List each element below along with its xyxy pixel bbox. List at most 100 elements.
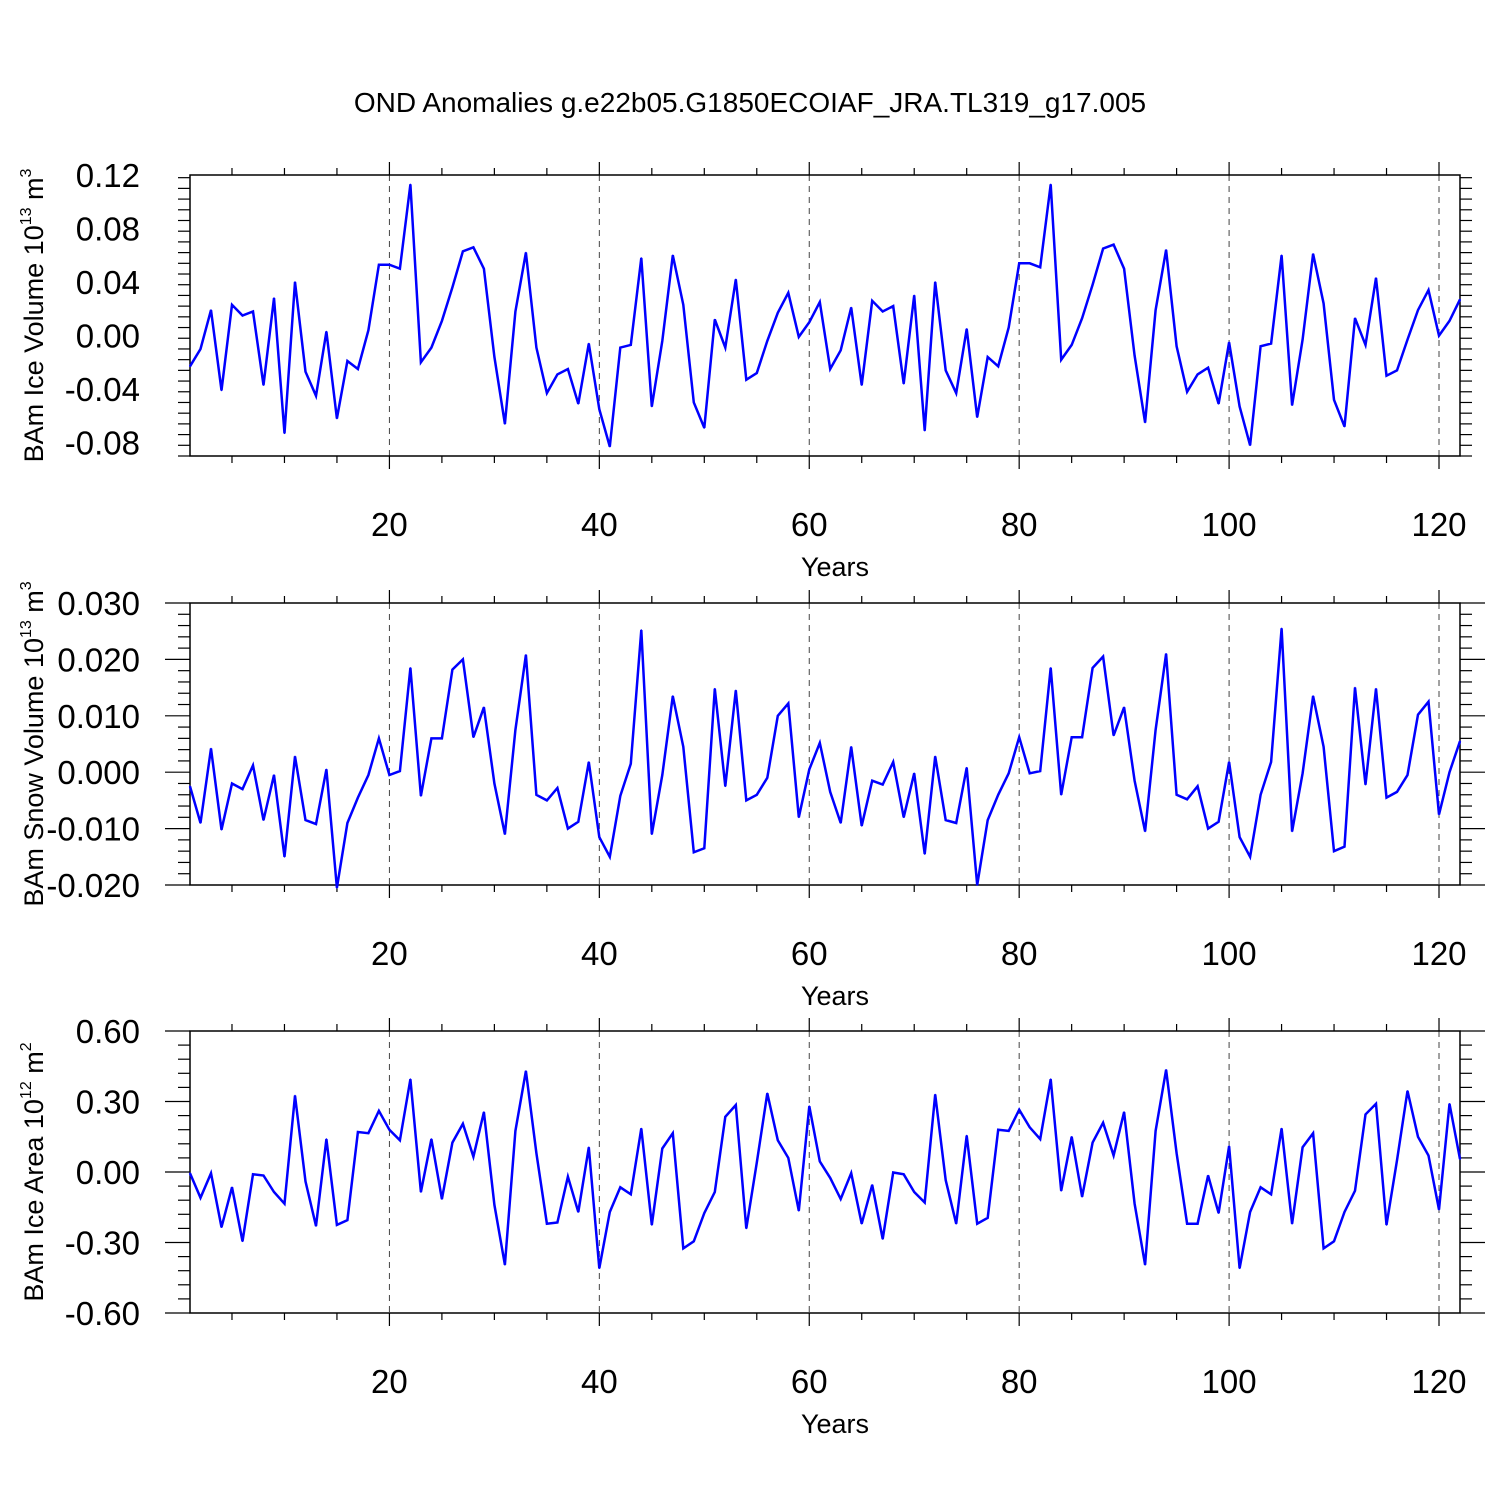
ice-volume-x-tick-label: 40 (581, 506, 618, 543)
snow-volume-data-point (598, 836, 601, 838)
ice-area-data-point (955, 1222, 957, 1225)
ice-volume-data-point (231, 304, 233, 306)
ice-volume-data-point (1217, 403, 1220, 405)
ice-area-data-point (1049, 1078, 1052, 1080)
ice-area-data-point (420, 1191, 422, 1193)
ice-area-series-line (188, 1069, 1462, 1269)
snow-volume-y-tick-label: -0.020 (46, 867, 140, 904)
ice-volume-data-point (682, 304, 685, 306)
ice-volume-data-point (567, 368, 569, 370)
ice-volume-data-point (703, 427, 706, 429)
ice-volume-data-point (808, 321, 811, 324)
snow-volume-data-point (609, 856, 611, 858)
ice-area-data-point (1102, 1121, 1104, 1124)
snow-volume-data-point (787, 702, 790, 705)
ice-volume-data-point (1354, 317, 1356, 320)
snow-volume-x-tick-label: 120 (1411, 935, 1466, 972)
ice-volume-data-point (588, 342, 590, 345)
snow-volume-data-point (756, 794, 758, 796)
snow-volume-data-point (640, 629, 643, 631)
ice-volume-x-tick-label: 120 (1411, 506, 1466, 543)
snow-volume-data-point (850, 746, 852, 748)
ice-volume-x-tick-label: 20 (371, 506, 408, 543)
ice-area-data-point (1144, 1264, 1146, 1266)
snow-volume-data-point (1060, 794, 1062, 796)
ice-area-data-point (1322, 1247, 1325, 1250)
ice-area-data-point (1217, 1212, 1220, 1214)
snow-volume-data-point (1280, 627, 1283, 630)
ice-volume-series-line (188, 184, 1462, 447)
ice-volume-data-point (745, 378, 748, 381)
snow-volume-data-point (944, 819, 947, 821)
ice-volume-panel: 20 40 60 80 100 120 -0.08 -0.04 0.00 0.04 0.08 0.12… (18, 157, 1472, 582)
plots-container: 20 40 60 80 100 120 -0.08 -0.04 0.00 0.04 0.08 0.12… (18, 157, 1485, 1439)
ice-area-data-point (199, 1197, 202, 1199)
snow-volume-data-point (1007, 772, 1010, 775)
snow-volume-data-point (262, 819, 265, 821)
snow-volume-data-point (1301, 772, 1304, 775)
ice-area-data-point (1018, 1108, 1020, 1111)
ice-area-data-point (231, 1186, 233, 1189)
ice-volume-data-point (1175, 345, 1178, 348)
snow-volume-data-point (420, 795, 422, 797)
snow-volume-data-point (556, 787, 559, 789)
ice-volume-data-point (777, 312, 779, 314)
snow-volume-data-point (986, 819, 989, 821)
ice-volume-data-point (902, 382, 905, 385)
snow-volume-data-point (241, 788, 244, 790)
ice-area-x-tick-label: 100 (1202, 1363, 1257, 1400)
ice-area-data-point (1364, 1113, 1367, 1116)
ice-area-data-point (252, 1173, 254, 1176)
snow-volume-data-point (273, 774, 275, 776)
snow-volume-data-point (1144, 830, 1146, 833)
ice-volume-data-point (1165, 249, 1167, 251)
snow-volume-data-point (808, 768, 811, 771)
snow-volume-y-axis-title: BAm Snow Volume 1013 m3 (18, 581, 49, 906)
snow-volume-data-point (252, 764, 254, 767)
snow-volume-data-point (1417, 713, 1419, 716)
ice-area-y-tick-label: -0.60 (65, 1295, 140, 1332)
ice-volume-data-point (1228, 341, 1230, 344)
ice-volume-y-tick-label: 0.08 (76, 211, 140, 248)
ice-volume-data-point (1343, 425, 1346, 428)
ice-area-data-point (1459, 1158, 1461, 1160)
ice-volume-data-point (1312, 253, 1314, 255)
snow-volume-data-point (1112, 734, 1115, 737)
snow-volume-data-point (892, 761, 894, 763)
snow-volume-data-point (1438, 813, 1440, 816)
ice-area-data-point (493, 1204, 496, 1206)
ice-volume-data-point (787, 292, 790, 294)
snow-volume-data-point (336, 887, 338, 889)
ice-area-data-point (1396, 1159, 1398, 1162)
snow-volume-data-point (965, 766, 968, 769)
ice-volume-data-point (1417, 309, 1419, 311)
ice-area-x-axis-title: Years (801, 1409, 869, 1439)
ice-volume-data-point (1039, 266, 1041, 269)
ice-area-data-point (1165, 1069, 1167, 1071)
snow-volume-data-point (1165, 653, 1167, 655)
ice-area-data-point (808, 1105, 811, 1107)
ice-area-data-point (577, 1211, 580, 1213)
ice-volume-y-tick-label: 0.12 (76, 157, 140, 194)
ice-volume-data-point (640, 257, 643, 259)
ice-volume-x-tick-label: 60 (791, 506, 828, 543)
snow-volume-data-point (1018, 736, 1020, 738)
ice-volume-data-point (315, 395, 317, 397)
ice-volume-y-axis-title: BAm Ice Volume 1013 m3 (18, 168, 49, 462)
snow-volume-data-point (357, 796, 359, 799)
snow-volume-data-point (881, 783, 884, 786)
ice-volume-data-point (378, 263, 380, 266)
ice-volume-data-point (388, 263, 391, 266)
ice-area-data-point (1238, 1267, 1241, 1270)
ice-area-y-tick-label: -0.30 (65, 1225, 140, 1262)
ice-area-data-point (619, 1186, 622, 1189)
snow-volume-data-point (210, 747, 212, 750)
ice-area-data-point (315, 1225, 317, 1227)
snow-volume-data-point (220, 828, 223, 831)
snow-volume-data-point (934, 755, 936, 758)
ice-volume-data-point (1385, 374, 1388, 377)
ice-area-data-point (1270, 1193, 1272, 1196)
snow-volume-data-point (976, 884, 978, 886)
ice-area-data-point (220, 1226, 223, 1228)
ice-area-data-point (262, 1174, 265, 1177)
